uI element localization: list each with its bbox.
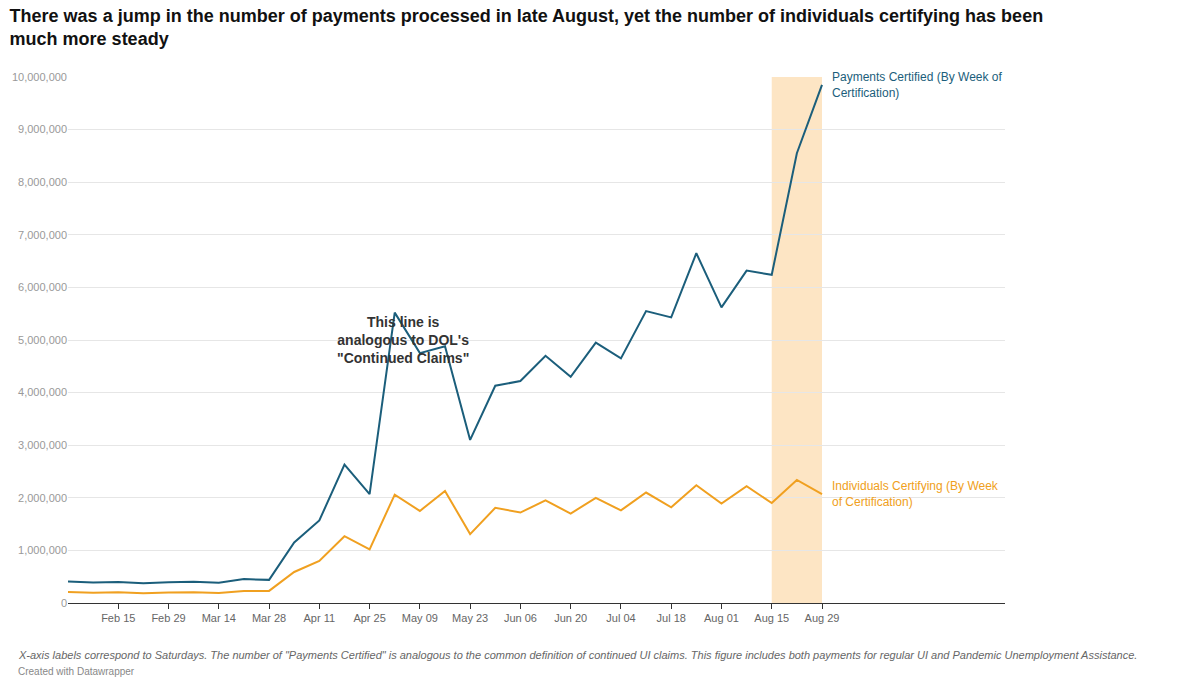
svg-text:Payments Certified (By Week of: Payments Certified (By Week ofCertificat… (832, 70, 1003, 100)
svg-text:8,000,000: 8,000,000 (18, 176, 67, 188)
svg-text:4,000,000: 4,000,000 (18, 386, 67, 398)
svg-text:Feb 29: Feb 29 (151, 612, 185, 624)
svg-text:Jul 04: Jul 04 (606, 612, 635, 624)
svg-text:May 09: May 09 (402, 612, 438, 624)
svg-text:Aug 15: Aug 15 (754, 612, 789, 624)
svg-text:7,000,000: 7,000,000 (18, 229, 67, 241)
svg-text:Jun 06: Jun 06 (504, 612, 537, 624)
svg-text:Created with Datawrapper: Created with Datawrapper (18, 666, 135, 677)
svg-text:Feb 15: Feb 15 (101, 612, 135, 624)
svg-text:May 23: May 23 (452, 612, 488, 624)
svg-text:Individuals Certifying (By Wee: Individuals Certifying (By Weekof Certif… (832, 479, 999, 509)
svg-text:X-axis labels correspond to Sa: X-axis labels correspond to Saturdays. T… (18, 649, 1137, 661)
svg-text:2,000,000: 2,000,000 (18, 492, 67, 504)
svg-text:Jul 18: Jul 18 (657, 612, 686, 624)
svg-text:5,000,000: 5,000,000 (18, 334, 67, 346)
svg-text:Apr 11: Apr 11 (304, 612, 336, 624)
svg-text:10,000,000: 10,000,000 (12, 71, 67, 83)
svg-text:Apr 25: Apr 25 (353, 612, 385, 624)
svg-text:Mar 14: Mar 14 (202, 612, 236, 624)
svg-text:This line isanalogous to DOL's: This line isanalogous to DOL's"Continued… (337, 314, 469, 366)
svg-text:Aug 01: Aug 01 (704, 612, 739, 624)
svg-text:1,000,000: 1,000,000 (18, 544, 67, 556)
svg-text:Aug 29: Aug 29 (805, 612, 840, 624)
svg-text:Jun 20: Jun 20 (554, 612, 587, 624)
svg-text:6,000,000: 6,000,000 (18, 281, 67, 293)
svg-text:There was a jump in the number: There was a jump in the number of paymen… (10, 6, 1044, 49)
svg-text:Mar 28: Mar 28 (252, 612, 286, 624)
svg-text:9,000,000: 9,000,000 (18, 123, 67, 135)
svg-text:3,000,000: 3,000,000 (18, 439, 67, 451)
svg-text:0: 0 (61, 597, 67, 609)
